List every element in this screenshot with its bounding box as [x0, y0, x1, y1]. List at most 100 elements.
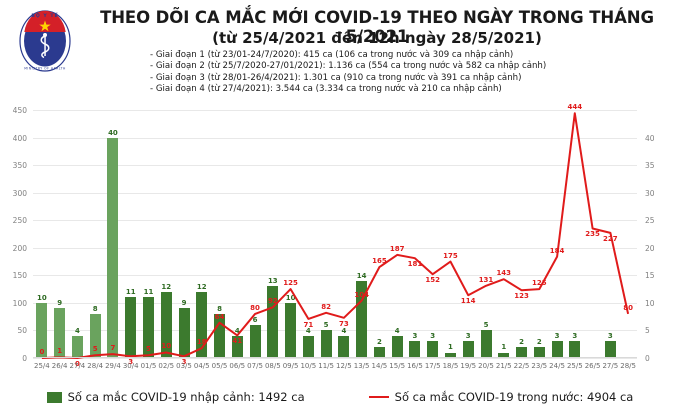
- bar-imported-cases: [196, 291, 208, 358]
- bar-value-label: 11: [143, 288, 154, 297]
- bar-imported-cases: [462, 341, 474, 358]
- x-axis-tick-label: 04/5: [193, 362, 210, 370]
- bar-imported-cases: [214, 313, 226, 358]
- x-axis-tick-label: 28/5: [620, 362, 636, 370]
- bar-value-label: 14: [356, 271, 367, 280]
- grid-line: [33, 302, 637, 304]
- grid-line: [33, 137, 637, 139]
- bar-imported-cases: [427, 341, 439, 358]
- line-value-label: 175: [443, 251, 458, 260]
- line-value-label: 64: [214, 312, 225, 321]
- y-axis-tick-left: 350: [12, 161, 27, 171]
- line-value-label: 0: [74, 360, 80, 368]
- grid-line: [33, 247, 637, 249]
- line-value-label: 7: [110, 344, 116, 353]
- bar-imported-cases: [160, 291, 172, 358]
- legend-bar-label: Số ca mắc COVID-19 nhập cảnh: 1492 ca: [67, 390, 305, 404]
- line-value-label: 184: [549, 246, 565, 255]
- bar-value-label: 4: [234, 326, 240, 335]
- svg-text:MINISTRY OF HEALTH: MINISTRY OF HEALTH: [24, 67, 66, 71]
- line-value-label: 123: [514, 292, 529, 301]
- bar-value-label: 1: [501, 343, 507, 352]
- bar-imported-cases: [373, 346, 385, 358]
- x-axis-tick-label: 26/4: [51, 362, 68, 370]
- bar-value-label: 2: [376, 337, 382, 346]
- bar-value-label: 2: [536, 337, 542, 346]
- phase-line-2: - Giai đoạn 2 (từ 25/7/2020-27/01/2021):…: [150, 61, 547, 72]
- bar-value-label: 6: [252, 315, 258, 324]
- line-value-label: 3: [128, 358, 134, 367]
- x-axis-tick-label: 05/5: [211, 362, 228, 370]
- x-axis-tick-label: 29/4: [105, 362, 121, 370]
- bar-value-label: 11: [125, 288, 136, 297]
- line-value-label: 152: [425, 276, 441, 285]
- bar-imported-cases: [36, 302, 48, 358]
- grid-line: [33, 192, 637, 194]
- bar-value-label: 8: [217, 304, 222, 313]
- line-value-label: 114: [460, 297, 476, 306]
- bar-value-label: 5: [323, 321, 329, 330]
- y-axis-tick-left: 400: [12, 133, 27, 143]
- legend-line-swatch-icon: [368, 395, 389, 399]
- x-axis-tick-label: 25/4: [34, 362, 50, 370]
- line-value-label: 41: [232, 337, 243, 346]
- x-axis-tick-label: 27/5: [602, 362, 619, 370]
- bar-imported-cases: [142, 297, 154, 358]
- bar-value-label: 12: [161, 282, 172, 291]
- x-axis-tick-label: 14/5: [371, 362, 388, 370]
- x-axis-tick-label: 22/5: [513, 362, 530, 370]
- x-axis-tick-label: 25/5: [566, 362, 583, 370]
- x-axis-tick-label: 26/5: [584, 362, 601, 370]
- y-axis-tick-left: 250: [12, 216, 27, 226]
- ministry-of-health-logo-icon: BỘ Y TẾ MINISTRY OF HEALTH: [19, 10, 71, 72]
- legend-item-domestic: Số ca mắc COVID-19 trong nước: 4904 ca: [368, 390, 633, 404]
- bar-value-label: 5: [483, 321, 489, 330]
- y-axis-tick-left: 450: [12, 106, 27, 115]
- bar-value-label: 4: [305, 326, 311, 335]
- bar-value-label: 3: [430, 332, 436, 341]
- bar-value-label: 3: [412, 332, 418, 341]
- bar-value-label: 4: [341, 326, 347, 335]
- x-axis-tick-label: 11/5: [318, 362, 334, 370]
- bar-value-label: 12: [196, 282, 207, 291]
- line-value-label: 125: [283, 279, 298, 288]
- bar-imported-cases: [285, 302, 297, 358]
- grid-line: [33, 165, 637, 167]
- bar-imported-cases: [480, 330, 492, 358]
- y-axis-tick-right: 15: [645, 271, 655, 281]
- bar-imported-cases: [71, 335, 83, 358]
- line-domestic-cases: [41, 112, 630, 359]
- y-axis-tick-right: 5: [645, 326, 650, 336]
- x-axis-tick-label: 08/5: [264, 362, 281, 370]
- line-value-label: 92: [267, 297, 278, 306]
- svg-text:BỘ Y TẾ: BỘ Y TẾ: [31, 11, 58, 19]
- line-value-label: 5: [92, 345, 98, 354]
- line-value-label: 235: [585, 230, 600, 239]
- x-axis-tick-label: 24/5: [549, 362, 565, 370]
- page-title: THEO DÕI CA MẮC MỚI COVID-19 THEO NGÀY T…: [100, 8, 654, 46]
- x-axis-tick-label: 13/5: [353, 362, 370, 370]
- bar-value-label: 3: [607, 332, 613, 341]
- line-value-label: 10: [161, 342, 172, 351]
- bar-imported-cases: [338, 335, 350, 358]
- bar-imported-cases: [569, 341, 581, 358]
- line-value-label: 125: [531, 279, 547, 288]
- y-axis-tick-right: 25: [645, 216, 655, 226]
- y-axis-tick-right: 30: [645, 188, 655, 198]
- phase-line-4: - Giai đoạn 4 (từ 27/4/2021): 3.544 ca (…: [150, 84, 502, 95]
- chart-plot-area: 0 50 100 150 200 250 300 350 400 450 0 5 10 15 20 25 30 3…: [13, 103, 655, 368]
- bar-value-label: 4: [74, 326, 80, 335]
- line-value-label: 444: [567, 103, 583, 112]
- y-axis-tick-left: 300: [12, 188, 27, 198]
- x-axis-labels: 25/4 26/4 27/4 28/4 29/4 30/4 01/5 02/5 03/5 04/5…: [33, 362, 637, 374]
- bar-value-label: 10: [37, 293, 47, 302]
- y-axis-tick-right: 40: [645, 133, 655, 143]
- y-axis-tick-left: 150: [12, 271, 27, 281]
- bar-imported-cases: [320, 330, 332, 358]
- bar-imported-cases: [409, 341, 421, 358]
- x-axis-tick-label: 20/5: [478, 362, 494, 370]
- bar-imported-cases: [391, 335, 403, 358]
- y-axis-tick-right: 0: [645, 354, 650, 363]
- bar-value-label: 13: [267, 277, 278, 286]
